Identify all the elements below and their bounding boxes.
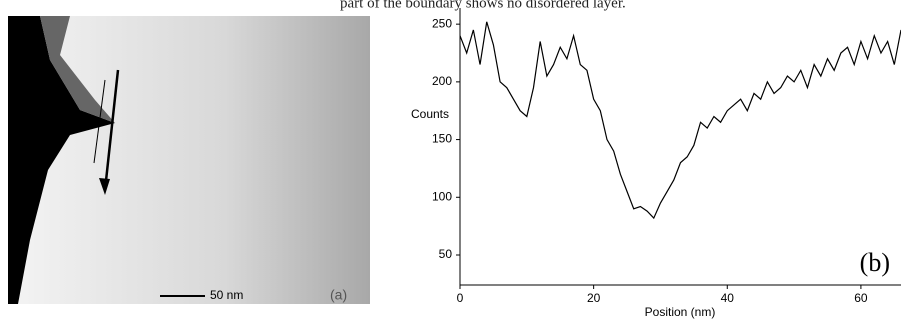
x-tick-label: 60	[854, 291, 868, 305]
x-tick-label: 40	[721, 291, 735, 305]
arrow	[103, 69, 120, 191]
caption-fragment: part of the boundary shows no disordered…	[340, 0, 626, 11]
y-tick-label: 100	[432, 189, 452, 203]
y-tick-label: 150	[432, 132, 452, 146]
y-tick-label: 200	[432, 74, 452, 88]
x-tick-label: 0	[457, 291, 464, 305]
arrow-head	[99, 178, 110, 195]
dark-region	[8, 16, 115, 304]
y-axis-label: Counts	[411, 107, 449, 121]
profile-line	[93, 79, 106, 164]
y-tick-label: 250	[432, 16, 452, 30]
micrograph	[8, 16, 370, 304]
panel-label: (a)	[330, 287, 347, 303]
y-tick-label: 50	[439, 247, 453, 261]
x-axis-label: Position (nm)	[645, 305, 716, 319]
x-tick-label: 20	[587, 291, 601, 305]
shadow-region	[40, 16, 115, 123]
chart-panel-label: (b)	[860, 248, 890, 277]
data-line	[459, 21, 901, 220]
scale-label: 50 nm	[210, 288, 243, 302]
